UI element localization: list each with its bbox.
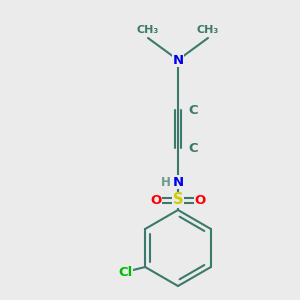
Text: O: O bbox=[150, 194, 162, 206]
Text: C: C bbox=[188, 103, 198, 116]
Text: Cl: Cl bbox=[118, 266, 132, 278]
Text: N: N bbox=[172, 176, 184, 188]
Text: C: C bbox=[188, 142, 198, 154]
Text: O: O bbox=[194, 194, 206, 206]
Text: CH₃: CH₃ bbox=[197, 25, 219, 35]
Text: CH₃: CH₃ bbox=[137, 25, 159, 35]
Text: H: H bbox=[161, 176, 171, 188]
Text: S: S bbox=[173, 193, 183, 208]
Text: N: N bbox=[172, 53, 184, 67]
